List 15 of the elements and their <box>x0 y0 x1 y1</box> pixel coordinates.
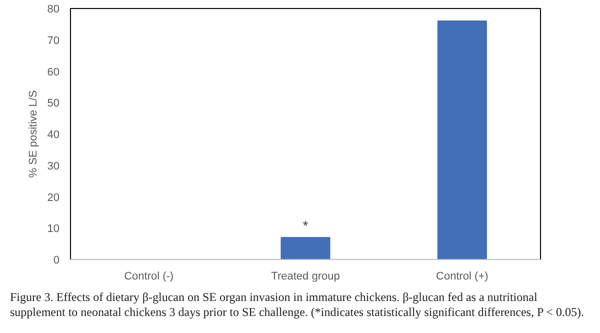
y-tick-label: 0 <box>53 254 60 266</box>
y-tick-label: 80 <box>47 4 60 16</box>
y-tick-label: 60 <box>47 66 60 78</box>
caption: Figure 3. Effects of dietary β-glucan on SE organ invasion in immature chickens. β-glucan fed as a nutritional supplement to neonatal chickens 3 days prior to SE challenge. (*indicates statistically significant differences, P < 0.05). <box>10 290 585 320</box>
y-tick-label: 40 <box>47 129 60 141</box>
y-axis-title: % SE positive L/S <box>27 90 40 178</box>
annotation: * <box>302 218 309 234</box>
y-tick-label: 10 <box>47 223 60 236</box>
y-tick-label: 50 <box>47 98 60 110</box>
y-tick-label: 20 <box>47 192 60 204</box>
y-tick-label: 70 <box>47 34 60 47</box>
x-tick-label: Control (-) <box>124 270 174 282</box>
x-tick-label: Control (+) <box>436 270 488 282</box>
y-tick-label: 30 <box>47 160 60 172</box>
x-tick-label: Treated group <box>271 270 340 282</box>
